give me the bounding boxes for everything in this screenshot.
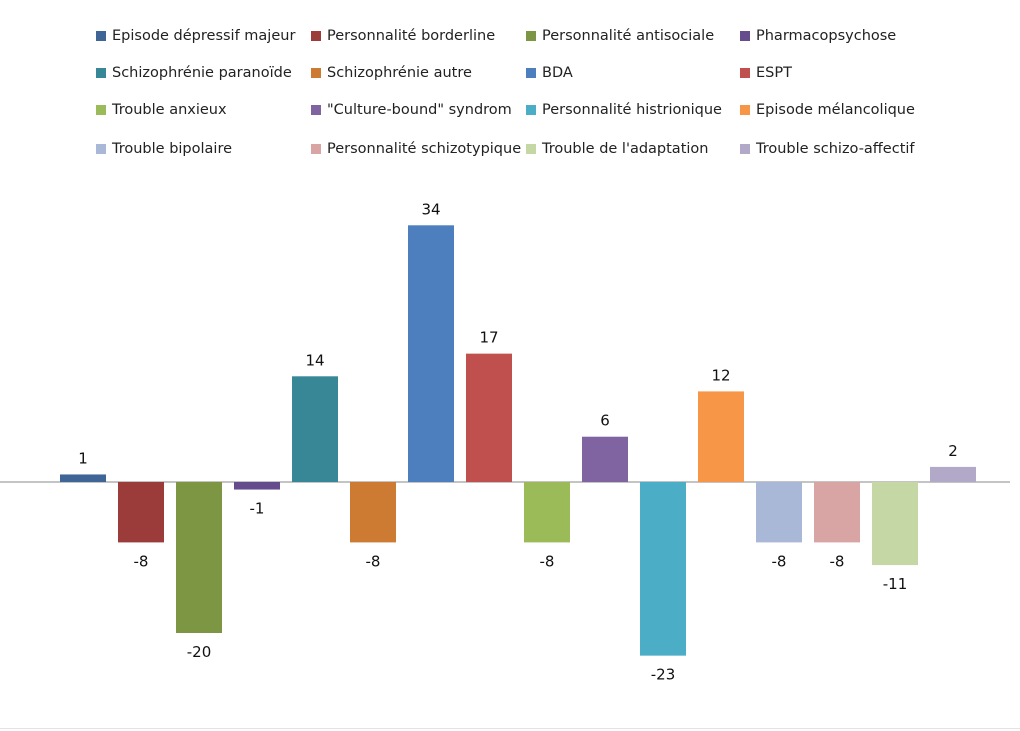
bar (814, 482, 860, 543)
legend-swatch (96, 31, 106, 41)
legend-item: Trouble de l'adaptation (526, 139, 708, 159)
legend-item: Trouble anxieux (96, 100, 227, 120)
legend-swatch (526, 144, 536, 154)
bar (524, 482, 570, 543)
legend-item: Personnalité histrionique (526, 100, 722, 120)
legend-item: Episode dépressif majeur (96, 26, 295, 46)
bar (350, 482, 396, 543)
data-label: 12 (711, 366, 730, 384)
data-label: -8 (366, 552, 381, 570)
legend-label: Personnalité schizotypique (327, 141, 522, 157)
data-label: 14 (305, 351, 324, 369)
legend-item: Pharmacopsychose (740, 26, 896, 46)
legend-item: ESPT (740, 63, 792, 83)
legend-label: Pharmacopsychose (756, 28, 897, 44)
bar (466, 353, 512, 482)
bottom-divider (0, 728, 1020, 729)
data-label: -20 (187, 643, 212, 661)
data-label: -1 (250, 500, 265, 518)
data-label: 2 (948, 442, 958, 460)
legend-swatch (740, 68, 750, 78)
legend-label: Trouble schizo-affectif (756, 141, 915, 157)
legend-swatch (740, 105, 750, 115)
legend-item: Episode mélancolique (740, 100, 915, 120)
data-label: 6 (600, 412, 610, 430)
data-label: -8 (830, 552, 845, 570)
bar (698, 391, 744, 482)
legend-item: Trouble schizo-affectif (740, 139, 915, 159)
legend-label: BDA (542, 65, 573, 81)
data-label: -11 (883, 575, 908, 593)
data-label: -23 (651, 666, 676, 684)
legend-label: Personnalité borderline (327, 28, 496, 44)
bar (582, 436, 628, 482)
bar (234, 482, 280, 490)
bar (930, 466, 976, 482)
legend-swatch (311, 68, 321, 78)
legend-item: "Culture-bound" syndrom (311, 100, 512, 120)
legend-swatch (740, 144, 750, 154)
data-label: 17 (479, 329, 498, 347)
legend-swatch (526, 68, 536, 78)
legend-item: Trouble bipolaire (96, 139, 232, 159)
bar (408, 225, 454, 483)
legend-swatch (96, 105, 106, 115)
legend-swatch (526, 31, 536, 41)
legend-label: "Culture-bound" syndrom (327, 102, 512, 118)
legend-label: Episode mélancolique (756, 102, 915, 118)
legend-label: Schizophrénie autre (327, 65, 472, 81)
legend-label: Episode dépressif majeur (112, 28, 296, 44)
legend-item: Personnalité antisociale (526, 26, 714, 46)
data-label: -8 (772, 552, 787, 570)
legend-swatch (526, 105, 536, 115)
data-label: -8 (540, 552, 555, 570)
data-label: -8 (134, 552, 149, 570)
bar (292, 376, 338, 482)
legend-item: BDA (526, 63, 573, 83)
legend-label: Trouble bipolaire (112, 141, 233, 157)
legend-label: Schizophrénie paranoïde (112, 65, 292, 81)
legend-swatch (96, 68, 106, 78)
legend-label: Trouble de l'adaptation (542, 141, 709, 157)
legend-label: Personnalité histrionique (542, 102, 722, 118)
bar (60, 474, 106, 482)
data-label: 1 (78, 449, 88, 467)
legend-swatch (311, 144, 321, 154)
legend-swatch (740, 31, 750, 41)
bar (640, 482, 686, 656)
legend-swatch (311, 105, 321, 115)
legend-label: Personnalité antisociale (542, 28, 715, 44)
legend-swatch (96, 144, 106, 154)
legend-item: Schizophrénie autre (311, 63, 472, 83)
legend-label: Trouble anxieux (112, 102, 227, 118)
bar (118, 482, 164, 543)
legend-item: Personnalité borderline (311, 26, 495, 46)
legend-item: Schizophrénie paranoïde (96, 63, 292, 83)
chart-legend: Episode dépressif majeur Personnalité bor… (0, 0, 1020, 170)
legend-label: ESPT (756, 65, 792, 81)
bar (872, 482, 918, 566)
bar (176, 482, 222, 633)
legend-swatch (311, 31, 321, 41)
data-label: 34 (421, 200, 440, 218)
bar (756, 482, 802, 543)
legend-item: Personnalité schizotypique (311, 139, 521, 159)
